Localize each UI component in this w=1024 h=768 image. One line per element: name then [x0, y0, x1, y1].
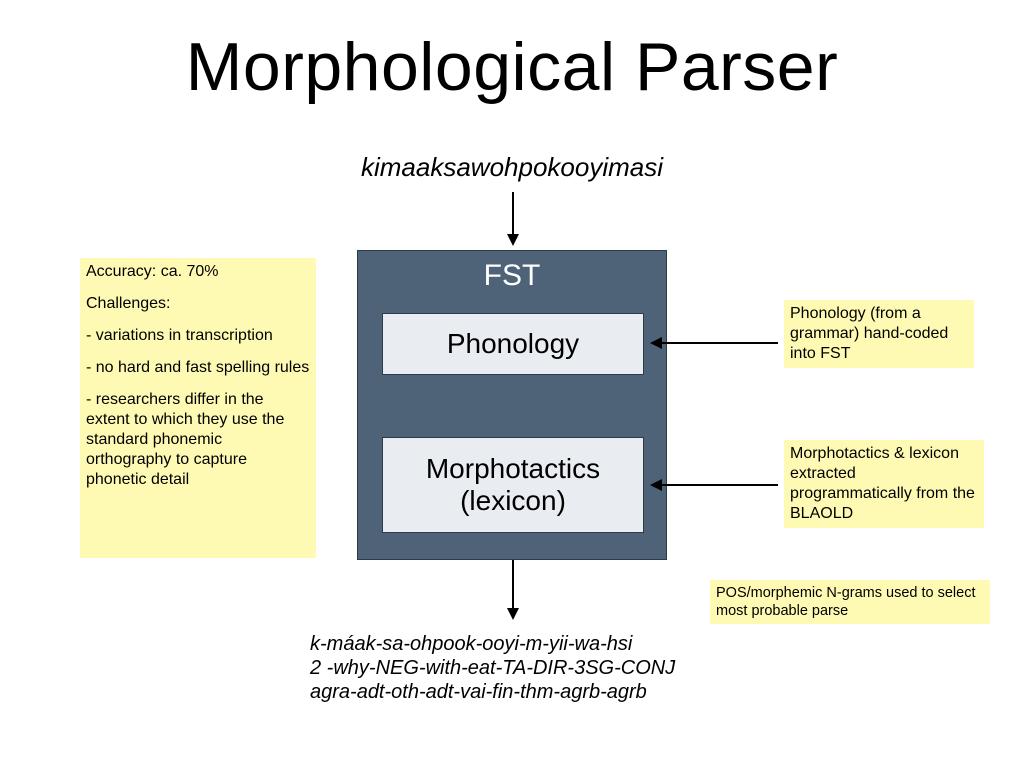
slide-title: Morphological Parser	[0, 28, 1024, 106]
challenges-header: Challenges:	[86, 294, 310, 314]
arrow-input-to-fst	[512, 192, 514, 244]
accuracy-text: Accuracy: ca. 70%	[86, 262, 310, 282]
arrow-phonology-note	[652, 342, 778, 344]
morphotactics-line1: Morphotactics	[426, 453, 600, 485]
left-note: Accuracy: ca. 70% Challenges: - variatio…	[80, 258, 316, 558]
arrow-morphotactics-note	[652, 484, 778, 486]
output-line2: 2 -why-NEG-with-eat-TA-DIR-3SG-CONJ	[310, 656, 675, 680]
morphotactics-line2: (lexicon)	[460, 485, 566, 517]
phonology-label: Phonology	[447, 328, 579, 360]
challenge-2: - no hard and fast spelling rules	[86, 358, 310, 378]
phonology-box: Phonology	[382, 313, 644, 375]
input-word: kimaaksawohpokooyimasi	[0, 152, 1024, 183]
pos-note: POS/morphemic N-grams used to select mos…	[710, 580, 990, 624]
fst-box: FST Phonology Morphotactics (lexicon)	[357, 250, 667, 560]
morphotactics-note: Morphotactics & lexicon extracted progra…	[784, 440, 984, 528]
output-line1: k-máak-sa-ohpook-ooyi-m-yii-wa-hsi	[310, 632, 675, 656]
output-line3: agra-adt-oth-adt-vai-fin-thm-agrb-agrb	[310, 680, 675, 704]
challenge-3: - researchers differ in the extent to wh…	[86, 390, 310, 490]
phonology-note: Phonology (from a grammar) hand-coded in…	[784, 300, 974, 368]
morphotactics-box: Morphotactics (lexicon)	[382, 437, 644, 533]
challenge-1: - variations in transcription	[86, 326, 310, 346]
output-gloss: k-máak-sa-ohpook-ooyi-m-yii-wa-hsi 2 -wh…	[310, 632, 675, 704]
arrow-fst-to-output	[512, 560, 514, 618]
fst-label: FST	[358, 259, 666, 293]
